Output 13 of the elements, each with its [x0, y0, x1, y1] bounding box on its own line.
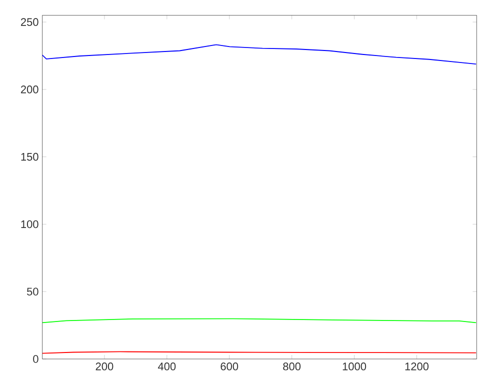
- y-tick-label: 100: [21, 220, 38, 228]
- y-tick-label: 150: [21, 152, 38, 161]
- x-tick-label: 1000: [342, 362, 366, 370]
- x-tick-label: 1200: [405, 362, 429, 370]
- line-series: [42, 44, 477, 65]
- y-tick-label: 50: [26, 288, 38, 296]
- y-tick-label: 0: [33, 355, 38, 363]
- x-tick-label: 800: [283, 362, 301, 370]
- x-tick-label: 200: [96, 362, 114, 370]
- y-tick-label: 200: [20, 86, 38, 94]
- y-tick-label: 250: [20, 18, 38, 26]
- x-tick-label: 600: [220, 362, 238, 370]
- x-tick-label: 400: [158, 362, 176, 370]
